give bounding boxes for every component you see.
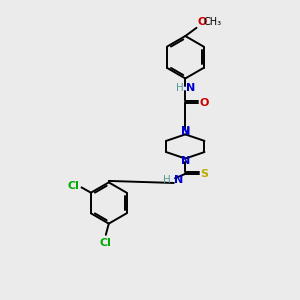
Text: Cl: Cl	[100, 238, 112, 248]
Text: N: N	[174, 175, 183, 185]
Text: O: O	[197, 16, 207, 27]
Text: Cl: Cl	[68, 181, 80, 190]
Text: CH₃: CH₃	[203, 16, 221, 27]
Text: S: S	[200, 169, 208, 179]
Text: N: N	[181, 127, 190, 137]
Text: O: O	[200, 98, 209, 108]
Text: N: N	[181, 126, 190, 136]
Text: H: H	[163, 175, 171, 185]
Text: N: N	[181, 156, 190, 166]
Text: N: N	[186, 83, 196, 94]
Text: H: H	[176, 83, 183, 94]
